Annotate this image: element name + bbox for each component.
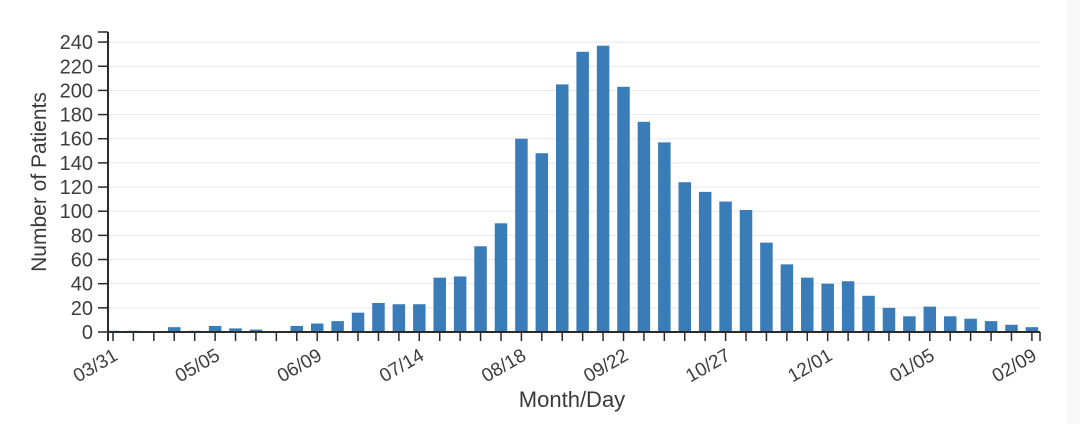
bar	[984, 321, 998, 332]
bar	[576, 51, 589, 333]
bar	[453, 276, 467, 332]
y-tick-label: 120	[60, 177, 93, 199]
bar	[249, 329, 263, 332]
x-tick-label: 02/09	[989, 345, 1041, 387]
bar	[1025, 327, 1039, 332]
y-tick-label: 180	[60, 105, 93, 127]
bar	[719, 201, 732, 332]
bar	[780, 264, 794, 332]
bar	[596, 45, 610, 332]
y-tick-label: 100	[60, 201, 93, 223]
bar	[923, 306, 937, 332]
x-axis-title: Month/Day	[519, 387, 625, 412]
bar	[821, 283, 834, 332]
bar	[841, 281, 855, 332]
bar	[964, 318, 977, 332]
bar	[698, 191, 712, 332]
bar	[617, 86, 630, 332]
bar	[739, 210, 753, 332]
bar	[413, 304, 426, 332]
y-tick-label: 0	[82, 322, 93, 344]
y-tick-label: 80	[71, 225, 93, 247]
gridlines	[109, 41, 1040, 309]
bar	[494, 223, 508, 332]
y-tick-label: 20	[71, 298, 93, 320]
x-tick-label: 06/09	[274, 345, 326, 387]
bar	[229, 328, 242, 332]
bar	[290, 325, 304, 332]
bar	[331, 321, 344, 332]
y-tick-label: 220	[60, 56, 93, 78]
bars	[106, 45, 1039, 333]
bar	[943, 316, 957, 332]
bar	[658, 142, 671, 332]
y-tick-label: 60	[71, 250, 93, 272]
bar	[168, 327, 181, 332]
bar	[535, 153, 549, 332]
y-tick-label: 240	[60, 32, 93, 54]
bar	[372, 303, 385, 332]
bar	[392, 304, 406, 332]
y-tick-label: 160	[60, 129, 93, 151]
bar	[678, 182, 692, 332]
x-tick-label: 10/27	[682, 345, 734, 387]
x-tick-label: 03/31	[70, 345, 122, 387]
bar	[310, 323, 324, 332]
x-tick-label: 08/18	[478, 345, 530, 387]
bar	[760, 242, 773, 332]
bar	[637, 121, 651, 332]
y-axis-ticks	[98, 41, 107, 333]
bar	[882, 307, 896, 332]
bar	[433, 277, 446, 332]
bar	[801, 277, 814, 332]
bar	[1005, 324, 1018, 332]
y-axis-title: Number of Patients	[28, 92, 51, 272]
x-tick-label: 09/22	[580, 345, 632, 387]
x-axis-ticks	[112, 333, 1033, 341]
bar	[515, 138, 528, 332]
bar	[208, 325, 222, 332]
x-tick-label: 05/05	[172, 345, 224, 387]
axes	[98, 31, 1041, 341]
y-tick-label: 140	[60, 153, 93, 175]
x-axis-tick-labels: 03/31 05/05 06/09 07/14 08/18 09/22 10/27 12/01…	[70, 345, 1041, 387]
x-tick-label: 12/01	[785, 345, 837, 387]
bar	[351, 312, 365, 332]
x-tick-label: 07/14	[376, 345, 428, 387]
bar	[903, 316, 916, 332]
bar	[474, 246, 487, 332]
y-tick-label: 200	[60, 80, 93, 102]
page-edge-strip	[1067, 0, 1080, 424]
y-tick-label: 40	[71, 274, 93, 296]
x-tick-label: 01/05	[887, 345, 939, 387]
bar	[862, 295, 875, 332]
bar	[555, 84, 569, 332]
